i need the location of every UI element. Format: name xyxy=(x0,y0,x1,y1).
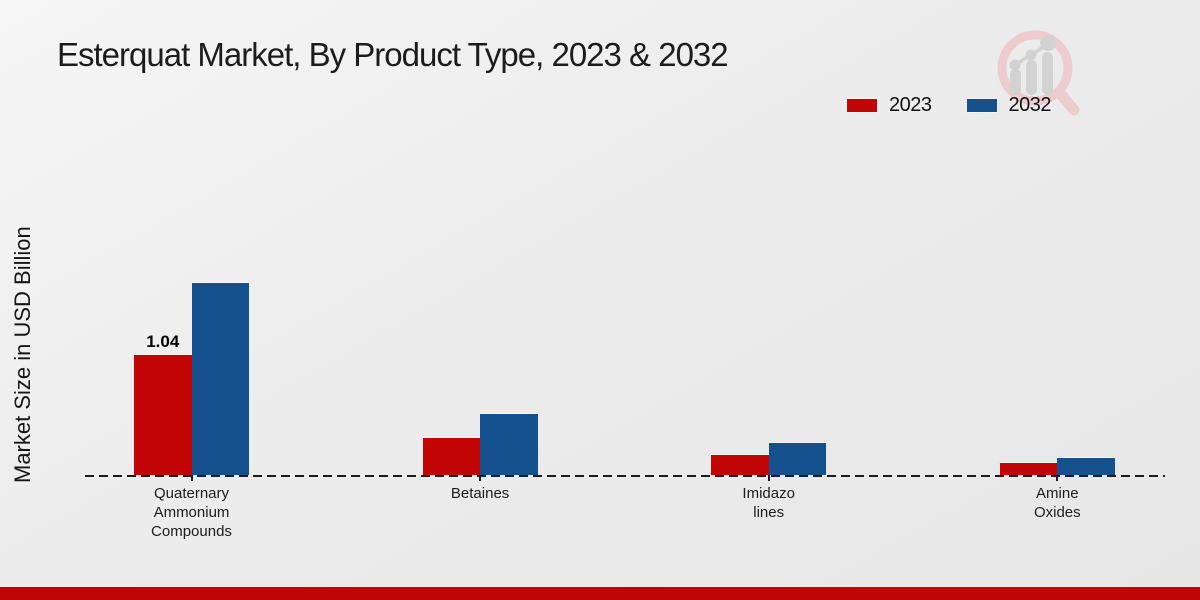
y-axis-label: Market Size in USD Billion xyxy=(10,226,35,484)
bar-2032-betaines xyxy=(480,414,538,475)
legend-swatch-2023 xyxy=(846,98,878,113)
plot-area: Quaternary Ammonium Compounds Betaines Imida… xyxy=(85,150,1165,540)
bar-2023-betaines xyxy=(422,438,481,475)
legend-item-2032: 2032 xyxy=(965,94,1052,117)
bar-2023-amine-oxides xyxy=(999,463,1058,475)
axis-tick xyxy=(479,475,482,481)
axis-tick xyxy=(767,475,770,481)
x-axis-baseline xyxy=(85,475,1165,477)
category-label-imidazolines: Imidazo lines xyxy=(742,485,795,521)
legend-label-2023: 2023 xyxy=(889,94,932,116)
bar-2023-imidazolines xyxy=(711,455,769,475)
bar-value-label: 1.04 xyxy=(146,332,180,351)
magnifier-growth-chart-logo xyxy=(997,30,1080,116)
category-label-amine-oxides: Amine Oxides xyxy=(1033,485,1081,521)
chart-title: Esterquat Market, By Product Type, 2023 … xyxy=(57,36,729,73)
legend: 2023 2032 xyxy=(846,94,1051,117)
bar-2032-imidazolines xyxy=(768,443,827,475)
bottom-accent-bar xyxy=(0,587,1200,600)
bar-2032-amine-oxides xyxy=(1057,458,1115,475)
legend-item-2023: 2023 xyxy=(846,94,932,117)
legend-swatch-2032 xyxy=(965,98,998,113)
bar-2032-quaternary-ammonium-compounds xyxy=(191,283,249,475)
category-label-quaternary-ammonium-compounds: Quaternary Ammonium Compounds xyxy=(151,485,232,540)
axis-tick xyxy=(1056,475,1059,481)
axis-tick xyxy=(190,475,193,481)
legend-label-2032: 2032 xyxy=(1008,94,1052,116)
bar-2023-quaternary-ammonium-compounds xyxy=(134,355,192,475)
category-label-betaines: Betaines xyxy=(450,485,510,502)
